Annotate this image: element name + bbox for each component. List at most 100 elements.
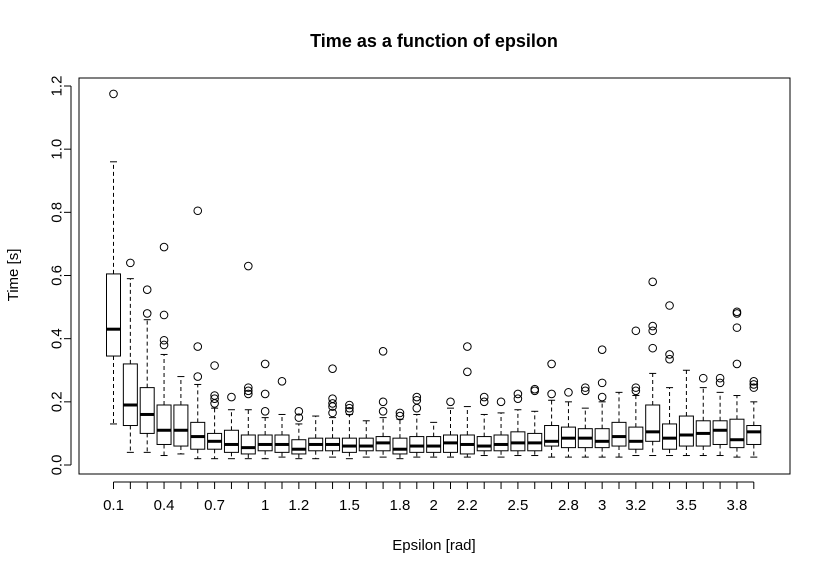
outlier-point xyxy=(513,394,523,403)
outlier-point xyxy=(159,335,169,345)
outlier-point xyxy=(328,399,337,408)
box-group xyxy=(207,361,223,460)
outlier-point xyxy=(547,359,556,369)
outlier-point xyxy=(648,343,658,353)
box-group xyxy=(476,392,492,457)
box-group xyxy=(527,384,543,457)
outlier-point xyxy=(159,310,169,320)
box-group xyxy=(628,326,644,457)
box-group xyxy=(662,301,678,457)
outlier-point xyxy=(345,403,354,413)
x-tick-label: 3.8 xyxy=(727,497,748,514)
iqr-box xyxy=(358,437,374,452)
outlier-point xyxy=(732,359,742,369)
outlier-point xyxy=(378,347,388,356)
y-tick-label: 0.8 xyxy=(48,202,65,223)
x-axis-title: Epsilon [rad] xyxy=(392,537,475,554)
outlier-point xyxy=(260,407,270,416)
outlier-point xyxy=(513,389,523,399)
box-group xyxy=(156,242,172,457)
outlier-point xyxy=(749,380,759,389)
outlier-point xyxy=(412,392,422,402)
outlier-point xyxy=(294,407,304,416)
outlier-point xyxy=(193,372,203,381)
outlier-point xyxy=(496,397,506,407)
outlier-point xyxy=(631,326,641,336)
box-group xyxy=(122,258,138,453)
outlier-point xyxy=(648,277,658,287)
box-group xyxy=(746,377,762,458)
outlier-point xyxy=(193,342,203,351)
outlier-point xyxy=(210,394,219,403)
iqr-box xyxy=(712,420,728,445)
x-tick-label: 0.4 xyxy=(154,497,175,514)
box-group xyxy=(712,373,728,457)
x-tick-label: 3.2 xyxy=(625,497,646,514)
iqr-box xyxy=(544,425,560,447)
outlier-point xyxy=(328,394,337,403)
outlier-point xyxy=(446,397,455,407)
iqr-box xyxy=(409,436,425,453)
iqr-box xyxy=(645,404,661,442)
outlier-point xyxy=(328,364,337,373)
outlier-point xyxy=(732,323,742,332)
outlier-point xyxy=(395,411,405,421)
iqr-box xyxy=(493,434,509,452)
x-tick-label: 0.7 xyxy=(204,497,225,514)
x-tick-label: 1.8 xyxy=(390,497,411,514)
iqr-box xyxy=(139,387,155,434)
box-group xyxy=(308,415,324,460)
y-axis: 0.0 0.2 0.4 0.6 0.8 1.0 1.2 xyxy=(48,76,72,475)
outlier-point xyxy=(210,361,219,370)
box-group xyxy=(645,277,661,457)
y-axis-title: Time [s] xyxy=(5,249,22,302)
outlier-point xyxy=(547,389,556,399)
box-group xyxy=(173,376,189,455)
iqr-box xyxy=(662,423,678,450)
iqr-box xyxy=(594,428,610,449)
outlier-point xyxy=(698,373,708,383)
box-group xyxy=(459,342,475,458)
box-group xyxy=(139,285,155,453)
outlier-point xyxy=(715,373,725,383)
outlier-point xyxy=(665,301,674,310)
outlier-point xyxy=(412,403,422,413)
iqr-box xyxy=(173,404,189,447)
iqr-box xyxy=(426,436,442,453)
outlier-point xyxy=(159,242,169,252)
x-tick-label: 2 xyxy=(429,497,437,514)
iqr-box xyxy=(611,421,627,447)
outlier-point xyxy=(345,400,354,410)
outlier-point xyxy=(631,386,641,396)
outlier-point xyxy=(631,383,641,392)
outlier-point xyxy=(260,389,270,399)
box-group xyxy=(544,359,560,458)
outlier-point xyxy=(648,321,658,331)
iqr-box xyxy=(678,415,694,447)
box-group xyxy=(240,261,256,460)
outlier-point xyxy=(328,408,337,418)
outlier-point xyxy=(142,285,152,295)
x-tick-label: 3.5 xyxy=(676,497,697,514)
box-group xyxy=(223,392,239,460)
box-group xyxy=(594,345,610,458)
iqr-box xyxy=(510,431,526,452)
outlier-point xyxy=(210,391,219,400)
outlier-point xyxy=(193,206,203,216)
outlier-point xyxy=(665,354,674,364)
outlier-point xyxy=(345,407,354,416)
x-tick-label: 2.2 xyxy=(457,497,478,514)
box-group xyxy=(560,388,576,458)
plot-frame xyxy=(78,77,791,475)
box-group xyxy=(291,407,307,460)
box-group xyxy=(392,408,408,460)
outlier-point xyxy=(665,350,674,359)
outlier-point xyxy=(227,392,236,402)
box-group xyxy=(358,420,374,458)
outlier-point xyxy=(530,384,540,394)
outlier-point xyxy=(277,377,287,386)
outlier-point xyxy=(412,395,422,405)
iqr-box xyxy=(476,436,492,452)
box-group xyxy=(611,391,627,458)
outlier-point xyxy=(126,258,135,268)
